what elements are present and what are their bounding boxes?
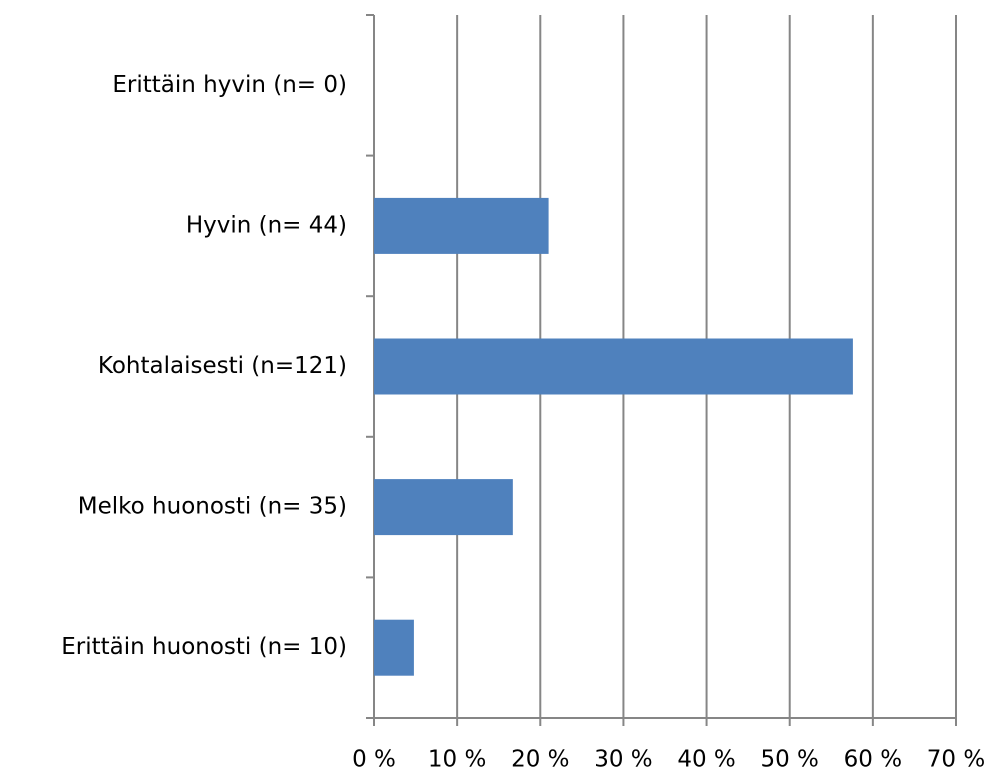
bar (374, 619, 414, 676)
y-tick-label: Erittäin huonosti (n= 10) (61, 634, 347, 660)
bar (374, 479, 513, 536)
x-tick-label: 40 % (677, 747, 735, 772)
x-tick-label: 10 % (428, 747, 486, 772)
bar (374, 197, 549, 254)
x-tick-label: 30 % (594, 747, 652, 772)
x-tick-label: 20 % (511, 747, 569, 772)
y-tick-label: Melko huonosti (n= 35) (78, 494, 347, 520)
x-tick-label: 60 % (844, 747, 902, 772)
y-tick-label: Erittäin hyvin (n= 0) (112, 72, 347, 98)
y-tick-label: Hyvin (n= 44) (186, 212, 347, 238)
x-tick-label: 0 % (352, 747, 396, 772)
bar (374, 338, 853, 395)
x-tick-label: 70 % (927, 747, 985, 772)
y-tick-label: Kohtalaisesti (n=121) (98, 353, 347, 379)
x-tick-label: 50 % (760, 747, 818, 772)
